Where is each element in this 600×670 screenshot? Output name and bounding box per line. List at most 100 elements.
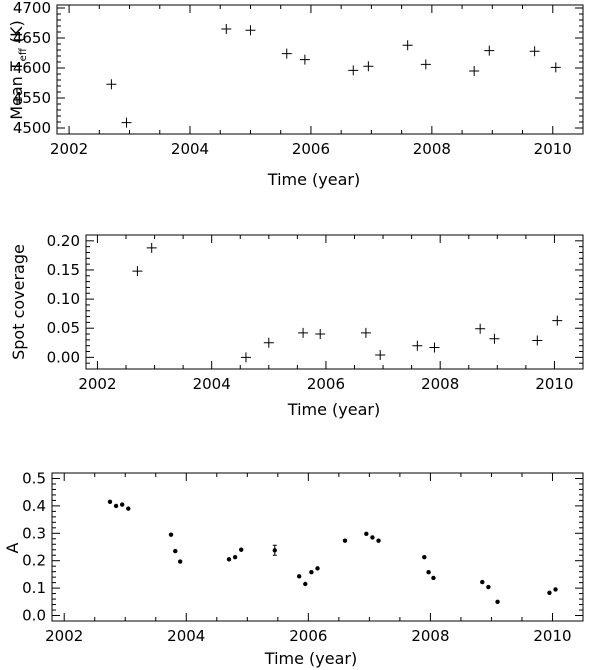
data-point: [315, 566, 320, 571]
plot-frame: [56, 4, 584, 135]
data-point: [495, 599, 500, 605]
x-axis-label: Time (year): [267, 170, 360, 189]
data-point: [412, 340, 423, 351]
data-point: [121, 117, 132, 128]
data-point: [486, 584, 491, 590]
data-point: [553, 587, 558, 592]
data-point: [363, 61, 374, 72]
x-tick-label: 2002: [45, 627, 83, 645]
y-tick-label: 0.2: [22, 552, 46, 570]
data-point: [245, 25, 256, 36]
data-point: [309, 570, 314, 575]
y-tick-label: 0.20: [47, 232, 80, 250]
data-point: [420, 59, 431, 70]
y-tick-label: 0.15: [47, 261, 80, 279]
data-point: [348, 65, 359, 76]
tick-marks: [86, 234, 584, 370]
x-tick-label: 2002: [78, 375, 116, 393]
error-bar: [272, 544, 277, 556]
data-point: [489, 333, 500, 344]
x-tick-label: 2008: [411, 627, 449, 645]
y-axis-label: Spot coverage: [9, 244, 28, 360]
data-point: [484, 45, 495, 56]
x-tick-label: 2006: [307, 375, 345, 393]
x-tick-labels: 2002 2004 2006 2008 2010: [45, 627, 571, 645]
data-point: [364, 531, 369, 537]
data-point: [107, 499, 113, 504]
x-tick-label: 2002: [50, 140, 88, 158]
data-point: [342, 538, 348, 543]
x-tick-label: 2010: [534, 140, 572, 158]
data-point: [263, 337, 274, 348]
y-tick-label: 0.05: [47, 319, 80, 337]
x-tick-label: 2006: [289, 627, 327, 645]
x-tick-label: 2008: [421, 375, 459, 393]
data-point: [177, 559, 183, 564]
data-point: [113, 503, 119, 509]
x-axis-label: Time (year): [264, 649, 357, 668]
y-axis-label: Mean Teff (K): [7, 20, 29, 120]
y-tick-label: 0.4: [22, 497, 46, 515]
data-point: [426, 570, 431, 575]
data-point: [299, 54, 310, 65]
panel-teff: 2002 2004 2006 2008 2010 4500 4550 4600 4650 470…: [7, 0, 584, 189]
y-tick-label: 0.10: [47, 290, 80, 308]
tick-marks: [52, 472, 584, 622]
data-point: [106, 79, 117, 90]
x-tick-label: 2010: [533, 627, 571, 645]
data-point: [226, 557, 232, 562]
data-point: [281, 48, 292, 59]
y-tick-label: 4500: [13, 119, 51, 137]
data-point: [475, 323, 486, 334]
panel-amplitude: 2002 2004 2006 2008 2010 0.00.10.20.30.40.5 …: [3, 469, 584, 668]
y-axis-label: A: [3, 542, 22, 553]
y-tick-label: 4600: [13, 59, 51, 77]
x-tick-label: 2004: [193, 375, 231, 393]
data-point: [402, 40, 413, 51]
data-point: [240, 352, 251, 363]
data-point: [173, 548, 178, 554]
data-point: [126, 506, 131, 511]
data-point: [431, 575, 436, 581]
y-tick-label: 4700: [13, 0, 51, 17]
y-tick-label: 0.1: [22, 579, 46, 597]
y-axis-label-main: Mean T: [7, 61, 26, 120]
x-tick-label: 2004: [171, 140, 209, 158]
y-tick-labels: 4500 4550 4600 4650 4700: [13, 0, 51, 137]
data-point: [550, 62, 561, 73]
data-point: [429, 342, 440, 353]
x-tick-label: 2008: [413, 140, 451, 158]
data-point: [303, 581, 308, 587]
data-markers: [107, 499, 558, 605]
panel-spot-coverage: 2002 2004 2006 2008 2010 0.00 0.05 0.10 0.15 0.2…: [9, 232, 584, 419]
data-markers: [106, 24, 561, 128]
y-axis-label-subscript: eff: [18, 47, 29, 61]
data-point: [375, 350, 386, 361]
y-tick-label: 0.0: [22, 607, 46, 625]
data-point: [232, 554, 238, 560]
data-point: [370, 535, 375, 540]
data-point: [532, 335, 543, 346]
data-point: [239, 547, 244, 552]
data-point: [547, 590, 552, 595]
x-tick-label: 2006: [292, 140, 330, 158]
data-point: [132, 266, 143, 277]
data-point: [168, 532, 174, 537]
x-tick-labels: 2002 2004 2006 2008 2010: [78, 375, 573, 393]
data-point: [552, 315, 563, 326]
x-axis-label: Time (year): [287, 400, 380, 419]
y-axis-label-unit: (K): [7, 20, 26, 48]
y-tick-label: 0.3: [22, 524, 46, 542]
data-point: [296, 574, 302, 579]
y-tick-label: 4650: [13, 29, 51, 47]
y-tick-labels: 0.0 0.1 0.2 0.3 0.4 0.5: [22, 469, 46, 624]
data-point: [298, 327, 309, 338]
data-point: [376, 538, 381, 543]
data-point: [221, 24, 232, 34]
data-point: [469, 66, 480, 76]
x-tick-labels: 2002 2004 2006 2008 2010: [50, 140, 572, 158]
x-tick-label: 2004: [167, 627, 205, 645]
x-tick-label: 2010: [535, 375, 573, 393]
tick-marks: [57, 5, 584, 135]
